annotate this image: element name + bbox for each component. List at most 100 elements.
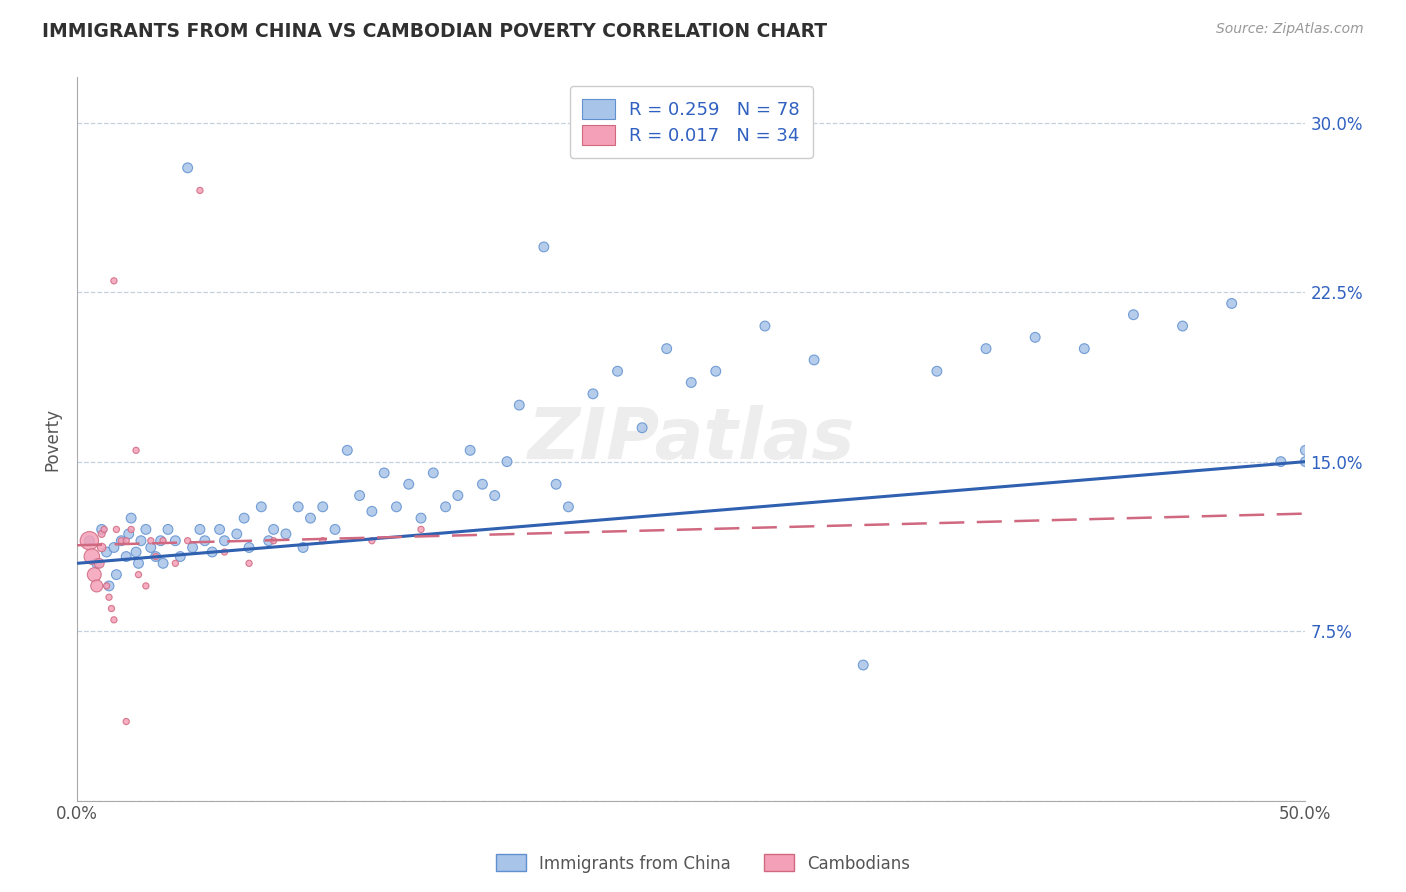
- Point: [1294, 443, 1316, 458]
- Point: [188, 523, 211, 537]
- Point: [263, 523, 285, 537]
- Point: [115, 533, 138, 548]
- Point: [257, 533, 280, 548]
- Legend: R = 0.259   N = 78, R = 0.017   N = 34: R = 0.259 N = 78, R = 0.017 N = 34: [569, 87, 813, 158]
- Point: [704, 364, 727, 378]
- Point: [201, 545, 224, 559]
- Point: [1270, 455, 1292, 469]
- Point: [458, 443, 481, 458]
- Point: [79, 533, 101, 548]
- Text: ZIPatlas: ZIPatlas: [527, 405, 855, 474]
- Point: [292, 541, 315, 555]
- Point: [103, 274, 125, 288]
- Point: [194, 533, 217, 548]
- Legend: Immigrants from China, Cambodians: Immigrants from China, Cambodians: [489, 847, 917, 880]
- Point: [852, 658, 875, 673]
- Point: [120, 523, 142, 537]
- Point: [409, 523, 432, 537]
- Point: [546, 477, 568, 491]
- Point: [181, 541, 204, 555]
- Point: [188, 183, 211, 197]
- Point: [115, 714, 138, 729]
- Point: [89, 557, 111, 571]
- Point: [336, 443, 359, 458]
- Point: [214, 545, 236, 559]
- Point: [135, 523, 157, 537]
- Point: [1024, 330, 1046, 344]
- Point: [1294, 455, 1316, 469]
- Point: [125, 443, 148, 458]
- Point: [447, 489, 470, 503]
- Point: [803, 353, 825, 368]
- Point: [90, 527, 112, 541]
- Point: [125, 545, 148, 559]
- Point: [176, 533, 198, 548]
- Point: [129, 533, 152, 548]
- Point: [250, 500, 273, 514]
- Point: [208, 523, 231, 537]
- Point: [135, 579, 157, 593]
- Point: [323, 523, 346, 537]
- Point: [103, 613, 125, 627]
- Point: [655, 342, 678, 356]
- Point: [349, 489, 371, 503]
- Point: [225, 527, 247, 541]
- Point: [152, 557, 174, 571]
- Point: [1073, 342, 1095, 356]
- Point: [484, 489, 506, 503]
- Y-axis label: Poverty: Poverty: [44, 408, 60, 470]
- Point: [398, 477, 420, 491]
- Point: [105, 567, 128, 582]
- Text: Source: ZipAtlas.com: Source: ZipAtlas.com: [1216, 22, 1364, 37]
- Point: [90, 523, 112, 537]
- Point: [93, 523, 115, 537]
- Point: [233, 511, 256, 525]
- Point: [156, 523, 179, 537]
- Point: [176, 161, 198, 175]
- Point: [149, 533, 172, 548]
- Point: [139, 541, 162, 555]
- Point: [90, 541, 112, 555]
- Point: [165, 533, 187, 548]
- Point: [238, 541, 260, 555]
- Text: IMMIGRANTS FROM CHINA VS CAMBODIAN POVERTY CORRELATION CHART: IMMIGRANTS FROM CHINA VS CAMBODIAN POVER…: [42, 22, 827, 41]
- Point: [287, 500, 309, 514]
- Point: [80, 549, 103, 564]
- Point: [471, 477, 494, 491]
- Point: [86, 579, 108, 593]
- Point: [299, 511, 322, 525]
- Point: [139, 533, 162, 548]
- Point: [110, 533, 132, 548]
- Point: [974, 342, 997, 356]
- Point: [96, 579, 118, 593]
- Point: [115, 549, 138, 564]
- Point: [582, 387, 605, 401]
- Point: [145, 549, 167, 564]
- Point: [754, 319, 776, 334]
- Point: [100, 601, 122, 615]
- Point: [312, 533, 335, 548]
- Point: [496, 455, 519, 469]
- Point: [110, 533, 132, 548]
- Point: [606, 364, 628, 378]
- Point: [169, 549, 191, 564]
- Point: [86, 557, 108, 571]
- Point: [1220, 296, 1243, 310]
- Point: [312, 500, 335, 514]
- Point: [409, 511, 432, 525]
- Point: [508, 398, 530, 412]
- Point: [118, 527, 141, 541]
- Point: [152, 533, 174, 548]
- Point: [557, 500, 579, 514]
- Point: [128, 567, 150, 582]
- Point: [145, 549, 167, 564]
- Point: [385, 500, 408, 514]
- Point: [631, 421, 654, 435]
- Point: [681, 376, 703, 390]
- Point: [214, 533, 236, 548]
- Point: [274, 527, 297, 541]
- Point: [422, 466, 444, 480]
- Point: [1171, 319, 1194, 334]
- Point: [373, 466, 395, 480]
- Point: [360, 504, 382, 518]
